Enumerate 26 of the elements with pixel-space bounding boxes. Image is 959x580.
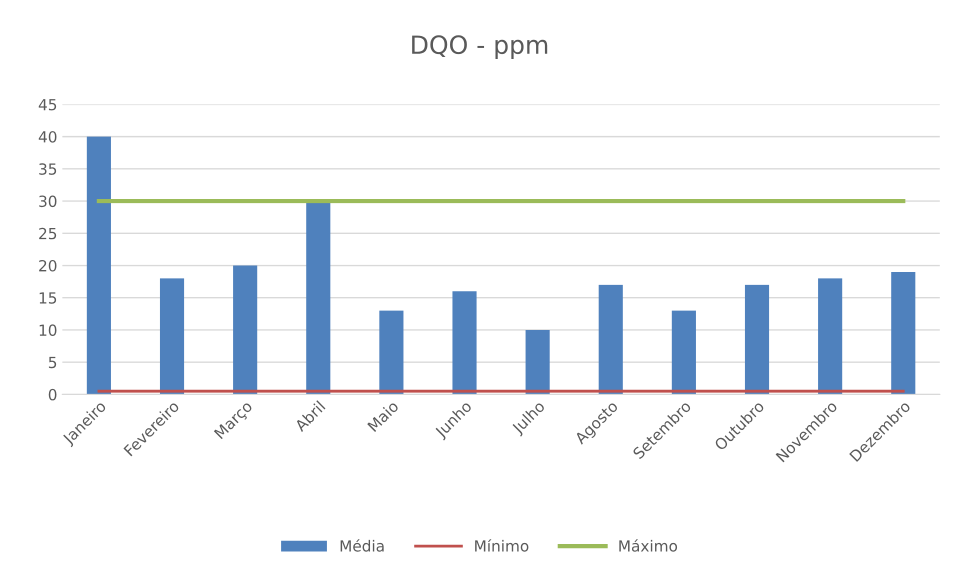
bar bbox=[744, 284, 770, 394]
bar bbox=[452, 291, 477, 394]
bar bbox=[86, 136, 111, 394]
y-tick-label: 10 bbox=[40, 324, 56, 336]
bar bbox=[598, 284, 623, 394]
y-tick-label: 0 bbox=[48, 388, 56, 400]
y-tick-label: 45 bbox=[38, 99, 56, 110]
legend-label: Máximo bbox=[619, 539, 678, 552]
bar bbox=[233, 266, 258, 394]
y-tick-label: 25 bbox=[39, 228, 56, 240]
bar bbox=[526, 330, 550, 394]
bar bbox=[891, 272, 916, 394]
legend-label: Média bbox=[340, 539, 384, 552]
y-tick-label: 35 bbox=[39, 163, 56, 175]
y-tick-label: 5 bbox=[48, 356, 56, 368]
y-tick-label: 20 bbox=[39, 260, 56, 272]
bar bbox=[818, 278, 842, 394]
legend-label: Mínimo bbox=[475, 539, 528, 552]
y-tick-label: 15 bbox=[40, 292, 56, 304]
y-tick-label: 30 bbox=[39, 196, 56, 208]
y-tick-label: 40 bbox=[38, 131, 56, 143]
bar bbox=[672, 310, 696, 394]
bar bbox=[379, 310, 404, 394]
bar bbox=[160, 278, 184, 394]
bar bbox=[306, 201, 330, 394]
chart-title: DQO - ppm bbox=[412, 35, 548, 59]
